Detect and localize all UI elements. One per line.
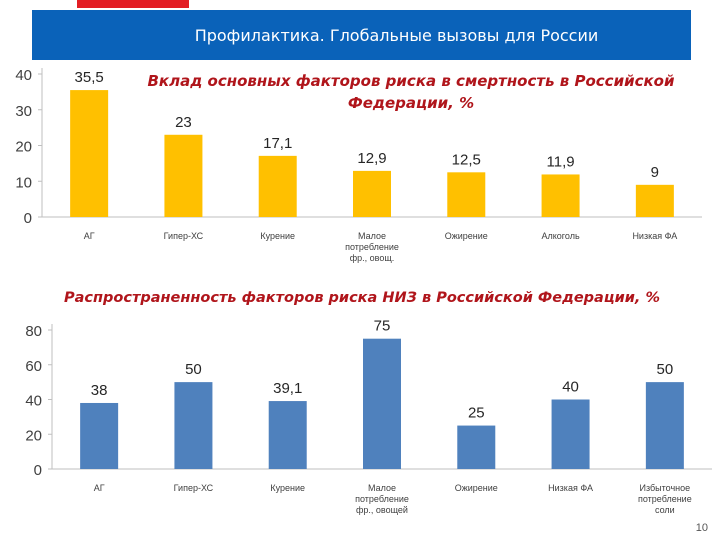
chart1-category-label: Курение xyxy=(260,231,295,241)
chart1-category-label: Алкоголь xyxy=(542,231,580,241)
chart2-bar xyxy=(457,425,496,469)
chart1-bar xyxy=(635,184,674,217)
chart1-value-label: 17,1 xyxy=(263,135,292,152)
chart2-title: Распространенность факторов риска НИЗ в … xyxy=(64,290,660,306)
chart1-y-tick-label: 0 xyxy=(24,210,32,227)
chart1-value-label: 23 xyxy=(175,114,192,131)
chart2-bar xyxy=(645,382,684,469)
chart1-value-label: 12,5 xyxy=(452,151,481,168)
chart1-category-label: Гипер-ХС xyxy=(164,231,204,241)
chart2-value-label: 25 xyxy=(468,405,485,422)
chart1-category-label: Низкая ФА xyxy=(632,231,677,241)
chart1-y-tick-label: 40 xyxy=(15,67,32,84)
chart2-bar xyxy=(363,338,401,469)
page-number: 10 xyxy=(695,522,708,534)
chart1-value-label: 35,5 xyxy=(75,69,104,86)
chart2-category-label: Ожирение xyxy=(455,483,498,493)
chart1-category-label: АГ xyxy=(84,231,95,241)
chart2-value-label: 38 xyxy=(91,382,108,399)
chart1-y-tick-label: 10 xyxy=(15,174,32,191)
chart2-value-label: 39,1 xyxy=(273,380,302,397)
chart2-bar xyxy=(268,401,307,469)
chart1-bar xyxy=(353,170,391,217)
chart2-category-label: Гипер-ХС xyxy=(174,483,214,493)
chart2-bar xyxy=(80,402,119,469)
chart2-value-label: 50 xyxy=(657,361,674,378)
chart2-category-label: АГ xyxy=(94,483,105,493)
chart1-bar xyxy=(258,155,297,217)
chart2-category-label: Малое потребление фр., овощей xyxy=(355,483,409,515)
chart2-y-tick-label: 20 xyxy=(25,427,42,444)
prevalence-risk-bar-chart: 0 20 40 60 80 38 АГ 50 Гипер-ХС 39,1 Курение 75 Мало… xyxy=(25,318,712,515)
chart1-value-label: 11,9 xyxy=(547,153,575,170)
chart2-category-label: Курение xyxy=(270,483,305,493)
chart2-value-label: 50 xyxy=(185,361,202,378)
chart1-bar xyxy=(447,172,486,217)
chart1-y-tick-label: 30 xyxy=(15,103,32,120)
slide-title: Профилактика. Глобальные вызовы для Росс… xyxy=(194,25,599,45)
red-accent-strip xyxy=(77,0,189,8)
chart1-bar xyxy=(541,174,580,217)
chart2-category-label: Низкая ФА xyxy=(548,483,593,493)
chart1-title: Вклад основных факторов риска в смертнос… xyxy=(147,72,675,112)
chart2-y-tick-label: 60 xyxy=(25,358,42,375)
chart1-value-label: 12,9 xyxy=(357,150,386,167)
chart2-y-tick-label: 0 xyxy=(34,462,42,479)
chart1-category-label: Малое потребление фр., овощ. xyxy=(345,231,399,263)
chart2-value-label: 40 xyxy=(562,379,579,396)
chart1-value-label: 9 xyxy=(651,164,659,181)
chart1-bar xyxy=(70,90,109,217)
chart1-y-tick-label: 20 xyxy=(15,139,32,156)
chart2-bar xyxy=(551,399,590,469)
chart2-value-label: 75 xyxy=(374,318,391,335)
chart2-y-tick-label: 80 xyxy=(25,323,42,340)
chart1-bar xyxy=(164,134,203,217)
chart2-y-tick-label: 40 xyxy=(25,393,42,410)
mortality-risk-bar-chart: 0 10 20 30 40 35,5 АГ 23 Гипер-ХС 17,1 Курение 12,9… xyxy=(15,67,702,263)
chart2-bar xyxy=(174,382,213,469)
chart2-category-label: Избыточное потребление соли xyxy=(638,483,692,515)
chart1-category-label: Ожирение xyxy=(445,231,488,241)
header-bar: Профилактика. Глобальные вызовы для Росс… xyxy=(32,10,691,60)
